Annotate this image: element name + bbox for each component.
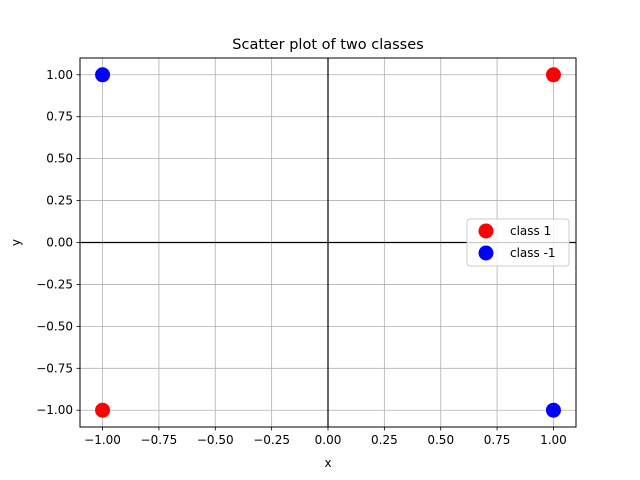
x-tick-label: 0.50: [427, 433, 454, 447]
x-tick-label: 0.75: [484, 433, 511, 447]
y-tick-label: 0.75: [46, 110, 73, 124]
y-tick-label: −1.00: [36, 403, 73, 417]
y-tick-label: −0.75: [36, 361, 73, 375]
x-tick-label: −0.25: [253, 433, 290, 447]
y-tick-label: −0.25: [36, 277, 73, 291]
legend: class 1 class -1: [466, 218, 570, 267]
y-tick-label: 0.25: [46, 194, 73, 208]
x-axis-label: x: [324, 456, 331, 470]
legend-label-class-1: class 1: [510, 224, 551, 238]
x-tick-label: −0.50: [197, 433, 234, 447]
y-axis-ticks: −1.00 −0.75 −0.50 −0.25 0.00 0.25 0.50 0.75 1.00: [36, 68, 80, 417]
x-tick-label: −0.75: [141, 433, 178, 447]
point-series-1: [95, 67, 111, 83]
y-tick-label: −0.50: [36, 319, 73, 333]
y-tick-label: 0.50: [46, 152, 73, 166]
x-tick-label: 1.00: [540, 433, 567, 447]
point-series-0: [95, 402, 111, 418]
x-tick-label: 0.00: [315, 433, 342, 447]
point-series-1: [545, 402, 561, 418]
y-axis-label: y: [9, 239, 23, 246]
legend-marker-class-minus-1: [478, 245, 494, 261]
legend-label-class-minus-1: class -1: [510, 246, 556, 260]
data-points: [95, 67, 561, 418]
y-tick-label: 1.00: [46, 68, 73, 82]
chart-title: Scatter plot of two classes: [232, 37, 423, 53]
point-series-0: [545, 67, 561, 83]
x-axis-ticks: −1.00 −0.75 −0.50 −0.25 0.00 0.25 0.50 0.75 1.00: [84, 427, 567, 447]
x-tick-label: 0.25: [371, 433, 398, 447]
x-tick-label: −1.00: [84, 433, 121, 447]
y-tick-label: 0.00: [46, 236, 73, 250]
legend-marker-class-1: [478, 223, 494, 239]
